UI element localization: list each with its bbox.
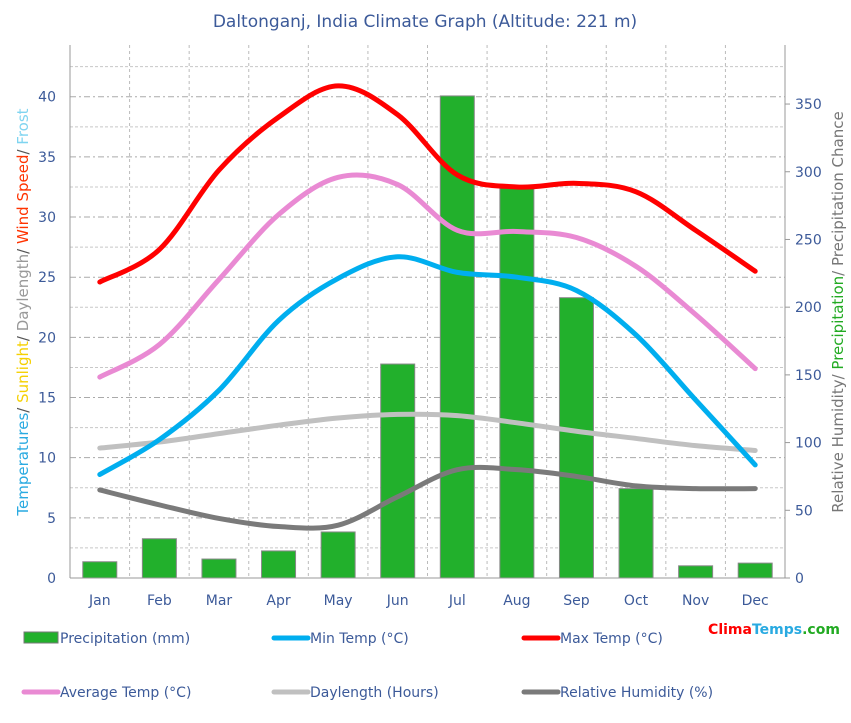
right-tick-label: 200 bbox=[795, 300, 822, 316]
right-tick-label: 150 bbox=[795, 368, 822, 384]
series-line-relative-humidity bbox=[97, 464, 758, 531]
legend-swatch-precipitation bbox=[23, 631, 59, 644]
left-tick-label: 35 bbox=[38, 150, 56, 166]
x-tick-label: Nov bbox=[682, 593, 709, 609]
right-tick-label: 250 bbox=[795, 232, 822, 248]
left-tick-label: 5 bbox=[47, 511, 56, 527]
precipitation-bar-apr bbox=[261, 550, 297, 579]
left-tick-label: 0 bbox=[47, 571, 56, 587]
right-tick-label: 350 bbox=[795, 97, 822, 113]
precipitation-bar-may bbox=[320, 531, 356, 579]
left-tick-label: 30 bbox=[38, 210, 56, 226]
x-tick-label: Jul bbox=[448, 593, 466, 609]
x-tick-label: Feb bbox=[147, 593, 172, 609]
climatemps-logo: ClimaTemps.com bbox=[708, 622, 840, 638]
left-tick-label: 40 bbox=[38, 90, 56, 106]
x-tick-label: Apr bbox=[266, 593, 290, 609]
right-tick-label: 50 bbox=[795, 503, 813, 519]
precipitation-bar-jun bbox=[380, 363, 416, 579]
precipitation-bar-nov bbox=[678, 565, 714, 579]
x-tick-label: Jun bbox=[386, 593, 409, 609]
series-line-min-temp bbox=[97, 254, 758, 478]
legend-label: Daylength (Hours) bbox=[310, 685, 439, 701]
grid bbox=[69, 45, 786, 578]
precipitation-bar-sep bbox=[558, 297, 594, 579]
legend-label: Min Temp (°C) bbox=[310, 631, 409, 647]
series-line-daylength bbox=[97, 411, 758, 453]
legend-label: Precipitation (mm) bbox=[60, 631, 190, 647]
left-axis-label: Temperatures/ Sunlight/ Daylength/ Wind … bbox=[14, 108, 32, 516]
left-tick-label: 25 bbox=[38, 270, 56, 286]
legend-label: Relative Humidity (%) bbox=[560, 685, 713, 701]
left-tick-label: 10 bbox=[38, 451, 56, 467]
legend: Precipitation (mm) Min Temp (°C) Max Temp … bbox=[21, 631, 713, 701]
legend-label: Average Temp (°C) bbox=[60, 685, 191, 701]
x-tick-label: Jan bbox=[88, 593, 111, 609]
right-tick-label: 300 bbox=[795, 165, 822, 181]
x-tick-label: May bbox=[324, 593, 353, 609]
right-axis-label: Relative Humidity/ Precipitation/ Precip… bbox=[829, 111, 847, 512]
precipitation-bar-feb bbox=[141, 538, 177, 579]
precipitation-bar-oct bbox=[618, 488, 654, 579]
series-line-max-temp bbox=[97, 83, 758, 285]
precipitation-bar-mar bbox=[201, 558, 237, 579]
x-tick-label: Aug bbox=[503, 593, 530, 609]
x-tick-label: Oct bbox=[624, 593, 649, 609]
precipitation-bar-jan bbox=[82, 561, 118, 579]
right-tick-label: 0 bbox=[795, 571, 804, 587]
legend-label: Max Temp (°C) bbox=[560, 631, 663, 647]
axes: 0 5 10 15 20 25 30 35 40 0 50 100 150 200 250 300 350 Jan… bbox=[38, 45, 822, 609]
precipitation-bar-aug bbox=[499, 187, 535, 579]
series-lines bbox=[97, 83, 758, 531]
x-tick-label: Mar bbox=[206, 593, 233, 609]
x-tick-label: Dec bbox=[742, 593, 769, 609]
chart-title: Daltonganj, India Climate Graph (Altitud… bbox=[213, 12, 637, 32]
left-tick-label: 20 bbox=[38, 330, 56, 346]
series-line-average-temp bbox=[97, 172, 758, 380]
precipitation-bar-dec bbox=[737, 562, 773, 579]
right-tick-label: 100 bbox=[795, 436, 822, 452]
left-tick-label: 15 bbox=[38, 391, 56, 407]
x-tick-label: Sep bbox=[563, 593, 590, 609]
